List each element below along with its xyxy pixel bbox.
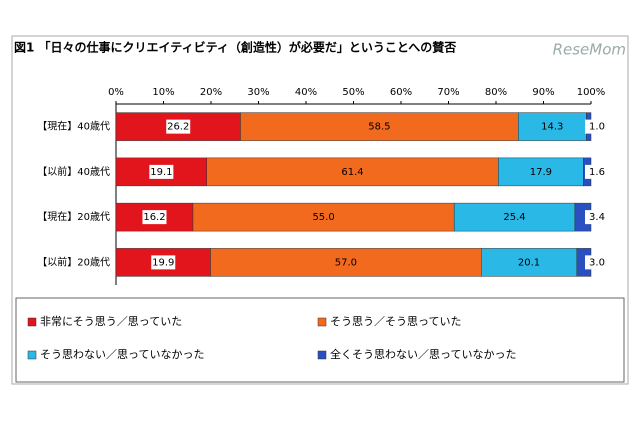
bar-segment <box>498 157 584 187</box>
data-label: 17.9 <box>530 167 552 178</box>
y-tick-label: 【以前】40歳代 <box>37 165 110 178</box>
data-label: 19.9 <box>152 257 174 268</box>
bar-segment <box>192 202 455 232</box>
data-label: 25.4 <box>503 212 525 223</box>
x-tick-label: 40% <box>295 87 317 98</box>
data-label: 3.4 <box>589 212 605 223</box>
bar-segment <box>240 112 519 141</box>
x-tick-label: 90% <box>532 87 554 98</box>
bar-segment <box>453 202 576 232</box>
data-label: 57.0 <box>335 257 357 268</box>
x-tick-label: 0% <box>108 87 124 98</box>
legend-swatch <box>317 350 327 360</box>
label-box <box>142 210 167 225</box>
y-tick-label: 【現在】20歳代 <box>37 211 110 223</box>
legend-swatch <box>27 317 37 327</box>
y-tick-label: 【現在】40歳代 <box>37 121 110 133</box>
legend-swatch <box>27 350 37 360</box>
legend-swatch <box>317 317 327 327</box>
data-label: 3.0 <box>589 257 605 268</box>
watermark: ReseMom <box>553 41 626 59</box>
data-label: 26.2 <box>167 122 189 133</box>
data-label: 20.1 <box>518 257 540 268</box>
label-box <box>585 164 609 179</box>
data-label: 61.4 <box>341 167 363 178</box>
bar-segment <box>518 112 587 141</box>
x-tick-label: 100% <box>577 87 606 98</box>
data-label: 19.1 <box>150 167 172 178</box>
chart-title: 図1 「日々の仕事にクリエイティビティ（創造性）が必要だ」ということへの賛否 <box>14 40 456 55</box>
label-box <box>585 210 609 225</box>
x-tick-label: 30% <box>247 87 269 98</box>
x-tick-label: 70% <box>437 87 459 98</box>
x-tick-label: 10% <box>152 87 174 98</box>
legend-box <box>15 297 625 383</box>
data-label: 55.0 <box>312 212 334 223</box>
y-tick-label: 【以前】20歳代 <box>37 255 110 268</box>
bar-segment <box>206 157 499 187</box>
data-label: 58.5 <box>368 122 390 133</box>
label-box <box>585 255 609 270</box>
label-box <box>585 119 609 134</box>
legend-label: そう思う／そう思っていた <box>330 315 461 328</box>
legend-label: 非常にそう思う／思っていた <box>40 315 182 328</box>
legend-label: 全くそう思わない／思っていなかった <box>330 347 516 361</box>
label-box <box>151 255 176 270</box>
x-tick-label: 20% <box>200 87 222 98</box>
bar-segment <box>210 248 482 277</box>
chart-frame <box>11 35 629 385</box>
label-box <box>166 119 191 134</box>
data-label: 1.0 <box>589 122 605 133</box>
x-tick-label: 80% <box>485 87 507 98</box>
x-tick-label: 60% <box>390 87 412 98</box>
x-tick-label: 50% <box>342 87 364 98</box>
label-box <box>149 164 174 179</box>
data-label: 16.2 <box>143 212 165 223</box>
data-label: 1.6 <box>589 167 605 178</box>
data-label: 14.3 <box>541 122 563 133</box>
legend-label: そう思わない／思っていなかった <box>40 348 204 361</box>
